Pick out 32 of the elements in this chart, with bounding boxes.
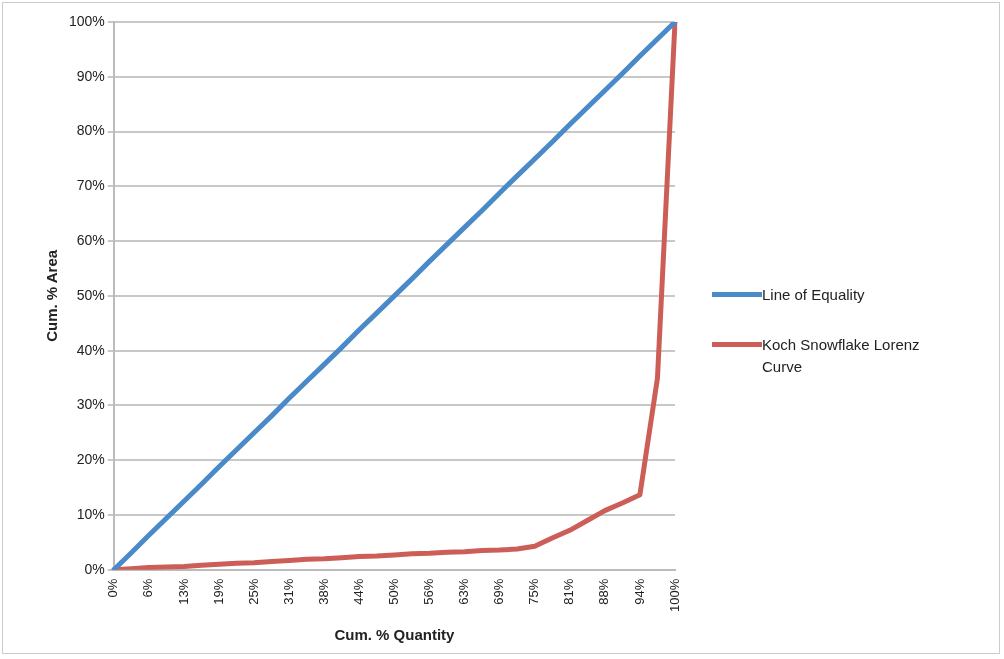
y-tick-label: 20% <box>76 451 105 468</box>
x-tick-label: 75% <box>526 578 542 605</box>
x-tick-label: 38% <box>315 578 331 605</box>
x-tick-label: 19% <box>210 578 226 605</box>
x-tick-label: 13% <box>175 578 191 605</box>
y-axis-title: Cum. % Area <box>43 249 61 342</box>
x-tick-label: 63% <box>456 578 472 605</box>
legend-label: Koch Snowflake Lorenz Curve <box>762 335 921 377</box>
x-tick-label: 88% <box>596 578 612 605</box>
x-tick-label: 100% <box>666 578 682 612</box>
x-tick-label: 81% <box>561 578 577 605</box>
x-tick-label: 94% <box>631 578 647 605</box>
y-tick-label: 50% <box>76 286 105 303</box>
x-axis-title: Cum. % Quantity <box>334 626 456 644</box>
y-tick-label: 10% <box>76 505 105 522</box>
y-tick-label: 80% <box>76 122 105 139</box>
x-tick-label: 50% <box>385 578 401 605</box>
x-tick-label: 44% <box>350 578 366 605</box>
x-tick-label: 6% <box>140 578 156 598</box>
y-tick-label: 30% <box>76 396 105 413</box>
y-tick-label: 100% <box>68 12 105 29</box>
y-tick-label: 60% <box>76 231 105 248</box>
y-tick-label: 40% <box>76 341 105 358</box>
x-tick-label: 56% <box>421 578 437 605</box>
y-tick-label: 70% <box>76 177 105 194</box>
legend-label: Line of Equality <box>762 285 865 305</box>
x-tick-label: 0% <box>105 578 121 598</box>
x-tick-label: 25% <box>245 578 261 605</box>
y-tick-label: 90% <box>76 67 105 84</box>
y-tick-label: 0% <box>84 560 105 577</box>
x-tick-label: 69% <box>491 578 507 605</box>
x-tick-label: 31% <box>280 578 296 605</box>
